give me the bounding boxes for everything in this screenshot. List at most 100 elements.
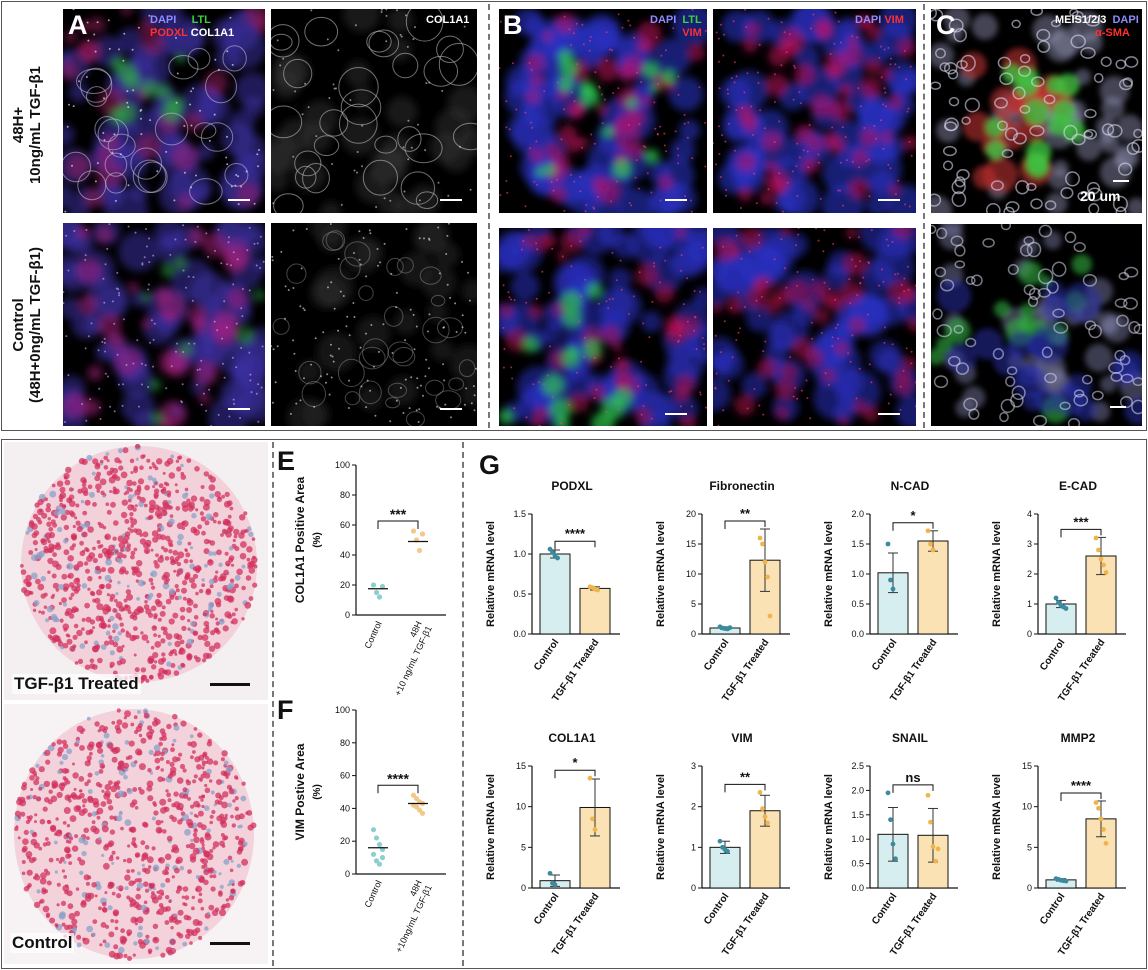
micrograph-a3-speck	[217, 413, 220, 416]
histology-control-cell	[56, 791, 63, 799]
histology-treated-cell	[81, 486, 88, 494]
micrograph-b2-speck	[819, 197, 822, 200]
micrograph-a4-speck	[473, 394, 476, 397]
histology-control-cell	[143, 708, 148, 714]
micrograph-a2-speck	[424, 149, 427, 152]
histology-treated-cell	[131, 566, 139, 573]
micrograph-b2-speck	[845, 159, 848, 162]
micrograph-b4-speck	[796, 271, 799, 273]
micrograph-a3-blob	[188, 227, 207, 246]
histology-control-cell	[80, 899, 87, 906]
micrograph-a2-speck	[310, 9, 313, 12]
micrograph-a4-speck	[329, 223, 332, 225]
micrograph-b4-speck	[820, 332, 823, 334]
micrograph-b4-speck	[914, 284, 916, 287]
micrograph-b3-speck	[527, 229, 530, 231]
micrograph-b2-speck	[837, 189, 840, 192]
micrograph-a3-speck	[103, 337, 106, 340]
histology-treated-cell	[154, 641, 162, 648]
micrograph-b2-speck	[834, 11, 837, 14]
micrograph-a2-speck	[272, 89, 275, 91]
histology-treated-cell	[169, 514, 174, 518]
micrograph-b1-blob	[526, 89, 540, 104]
bar	[539, 553, 571, 635]
histology-control-cell	[170, 747, 175, 753]
histology-control-cell	[128, 880, 135, 887]
data-point	[727, 625, 733, 631]
histology-control-cell	[68, 912, 76, 920]
histology-treated-cell	[75, 503, 80, 508]
micrograph-a3-speck	[117, 288, 120, 291]
micrograph-b1-blob	[626, 141, 645, 159]
micrograph-a4-speck	[303, 377, 305, 380]
histology-control-cell	[15, 825, 19, 829]
micrograph-b1-speck	[628, 202, 631, 204]
histology-treated-cell	[37, 583, 45, 591]
histology-treated-cell	[209, 613, 215, 619]
histology-control-cell	[91, 932, 96, 937]
micrograph-a1-speck	[213, 113, 216, 116]
micrograph-b4-blob	[766, 321, 796, 352]
micrograph-b1-speck	[659, 125, 662, 128]
micrograph-b2-blob	[865, 59, 881, 75]
micrograph-b4-speck	[760, 295, 763, 298]
histology-control-cell	[34, 813, 38, 817]
micrograph-a4-speck	[369, 389, 372, 392]
histology-control-cell	[137, 877, 142, 883]
histology-control-cell	[87, 772, 93, 778]
micrograph-b3-detail	[502, 229, 707, 426]
histology-control-cell	[152, 936, 160, 944]
histology-treated-cell	[146, 458, 151, 463]
micrograph-a1-blob	[104, 188, 148, 213]
micrograph-b1-speck	[638, 123, 641, 126]
histology-treated-cell	[55, 544, 62, 551]
micrograph-a2-ring	[294, 150, 322, 177]
micrograph-b1-speck	[536, 183, 539, 186]
micrograph-b1-speck	[640, 81, 643, 84]
micrograph-a4-ring	[337, 358, 365, 388]
micrograph-b3-speck	[595, 388, 598, 391]
micrograph-b2-speck	[829, 53, 832, 55]
panel-letter-c: C	[936, 10, 956, 40]
micrograph-b3-blob	[522, 235, 536, 248]
micrograph-a3-speck	[241, 288, 244, 290]
micrograph-b2-speck	[796, 195, 799, 198]
histology-treated-cell	[61, 597, 67, 603]
histology-control-cell	[63, 875, 68, 879]
micrograph-b3-speck	[525, 301, 528, 304]
histology-treated-cell	[172, 612, 179, 619]
micrograph-a1-speck	[191, 33, 194, 36]
micrograph-c2-ring	[1051, 261, 1067, 277]
histology-control-cell	[198, 876, 205, 883]
histology-treated-cell	[102, 494, 106, 498]
micrograph-b1-blob	[626, 97, 637, 109]
histology-treated-cell	[252, 582, 258, 588]
micrograph-a3-speck	[230, 264, 232, 267]
histology-control-cell	[142, 821, 148, 828]
micrograph-a3-speck	[259, 267, 262, 269]
histology-control-cell	[38, 766, 45, 773]
histology-treated-cell	[118, 568, 125, 575]
micrograph-a1-speck	[173, 199, 176, 202]
micrograph-c1-ring	[947, 69, 959, 80]
micrograph-b4-speck	[910, 362, 913, 365]
micrograph-a4-speck	[436, 405, 439, 408]
histology-treated-cell	[157, 528, 161, 532]
micrograph-c2-ring	[1041, 346, 1053, 359]
histology-treated-cell	[172, 550, 179, 556]
data-point	[1098, 556, 1104, 562]
micrograph-c1-blob	[1045, 192, 1068, 213]
micrograph-b4-blob	[903, 356, 916, 370]
histology-treated-cell	[152, 625, 156, 629]
micrograph-b2-speck	[839, 189, 841, 192]
micrograph-b1-detail	[499, 9, 707, 213]
y-tick-label: 100	[335, 705, 350, 715]
micrograph-a2-speck	[410, 146, 413, 149]
histology-treated-cell	[64, 479, 71, 486]
micrograph-c2-ring	[1046, 280, 1059, 294]
chart-title: COL1A1	[548, 731, 596, 745]
micrograph-b1-speck	[683, 113, 686, 116]
micrograph-a2-ring	[452, 122, 477, 151]
